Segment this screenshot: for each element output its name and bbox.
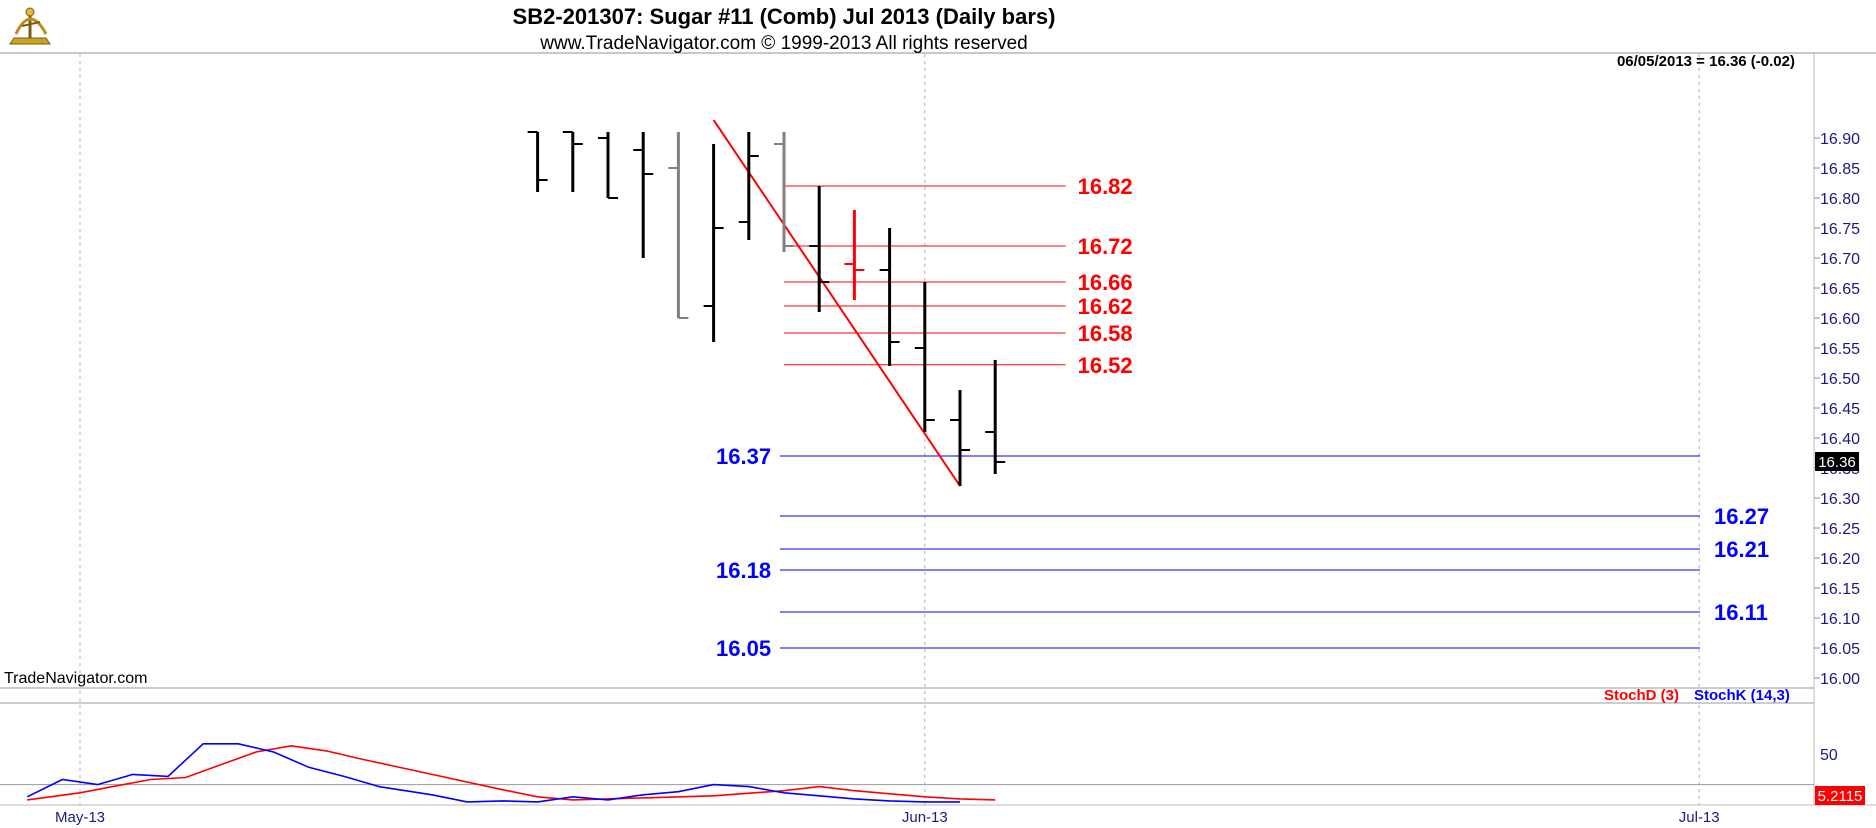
price-tick-label: 16.10 bbox=[1820, 611, 1860, 628]
grid-layer bbox=[79, 54, 1700, 805]
header-bar bbox=[0, 0, 1876, 52]
price-bars bbox=[527, 131, 1006, 486]
stoch-series-line bbox=[27, 744, 996, 801]
date-label: May-13 bbox=[55, 809, 105, 826]
last-price-badge bbox=[1815, 452, 1859, 471]
last-price-badge-text: 16.36 bbox=[1818, 454, 1856, 471]
price-tick-label: 16.25 bbox=[1820, 521, 1860, 538]
resistance-label: 16.72 bbox=[1078, 234, 1133, 259]
support-label: 16.05 bbox=[716, 636, 771, 661]
price-tick-label: 16.60 bbox=[1820, 311, 1860, 328]
price-tick-label: 16.40 bbox=[1820, 431, 1860, 448]
watermark-text: TradeNavigator.com bbox=[4, 670, 147, 687]
date-label: Jun-13 bbox=[902, 809, 948, 826]
downtrend-line bbox=[712, 119, 961, 487]
support-label: 16.21 bbox=[1714, 537, 1769, 562]
resistance-label: 16.66 bbox=[1078, 270, 1133, 295]
stoch-value-badge-text: 5.2115 bbox=[1818, 788, 1863, 805]
chart-title: SB2-201307: Sugar #11 (Comb) Jul 2013 (D… bbox=[513, 4, 1056, 29]
support-label: 16.11 bbox=[1714, 600, 1768, 625]
date-axis-labels: May-13 Jun-13 Jul-13 bbox=[55, 809, 1720, 826]
legend-stochd: StochD (3) bbox=[1604, 687, 1679, 704]
last-bar-info: 06/05/2013 = 16.36 (-0.02) bbox=[1617, 53, 1795, 70]
price-tick-label: 16.15 bbox=[1820, 581, 1860, 598]
copyright-text: www.TradeNavigator.com © 1999-2013 All r… bbox=[539, 33, 1027, 54]
resistance-label: 16.82 bbox=[1078, 174, 1133, 199]
price-tick-label: 16.75 bbox=[1820, 221, 1860, 238]
stoch-tick-label: 50 bbox=[1820, 747, 1838, 764]
price-tick-label: 16.05 bbox=[1820, 641, 1860, 658]
date-label: Jul-13 bbox=[1679, 809, 1720, 826]
support-label: 16.27 bbox=[1714, 504, 1769, 529]
price-tick-label: 16.20 bbox=[1820, 551, 1860, 568]
price-tick-label: 16.65 bbox=[1820, 281, 1860, 298]
price-tick-label: 16.00 bbox=[1820, 671, 1860, 688]
price-tick-label: 16.55 bbox=[1820, 341, 1860, 358]
price-tick-label: 16.80 bbox=[1820, 191, 1860, 208]
resistance-label: 16.58 bbox=[1078, 321, 1133, 346]
trendline-layer bbox=[712, 119, 961, 487]
price-tick-label: 16.45 bbox=[1820, 401, 1860, 418]
stoch-value-badge bbox=[1815, 786, 1865, 805]
price-axis-ticks: 16.90 16.85 16.80 16.75 16.70 16.65 16.60 16.55… bbox=[1814, 131, 1860, 764]
resistance-label: 16.62 bbox=[1078, 294, 1133, 319]
sextant-icon bbox=[9, 7, 51, 45]
price-tick-label: 16.90 bbox=[1820, 131, 1860, 148]
legend-stochk: StochK (14,3) bbox=[1694, 687, 1790, 704]
support-label: 16.37 bbox=[716, 444, 771, 469]
main-plot-area bbox=[0, 54, 1814, 688]
price-tick-label: 16.85 bbox=[1820, 161, 1860, 178]
stoch-series-line bbox=[26, 743, 960, 803]
price-tick-label: 16.70 bbox=[1820, 251, 1860, 268]
header-divider bbox=[0, 52, 1876, 54]
support-label: 16.18 bbox=[716, 558, 771, 583]
price-tick-label: 16.30 bbox=[1820, 491, 1860, 508]
resistance-label: 16.52 bbox=[1078, 353, 1133, 378]
price-tick-label: 16.50 bbox=[1820, 371, 1860, 388]
stochastic-panel bbox=[0, 743, 1814, 803]
